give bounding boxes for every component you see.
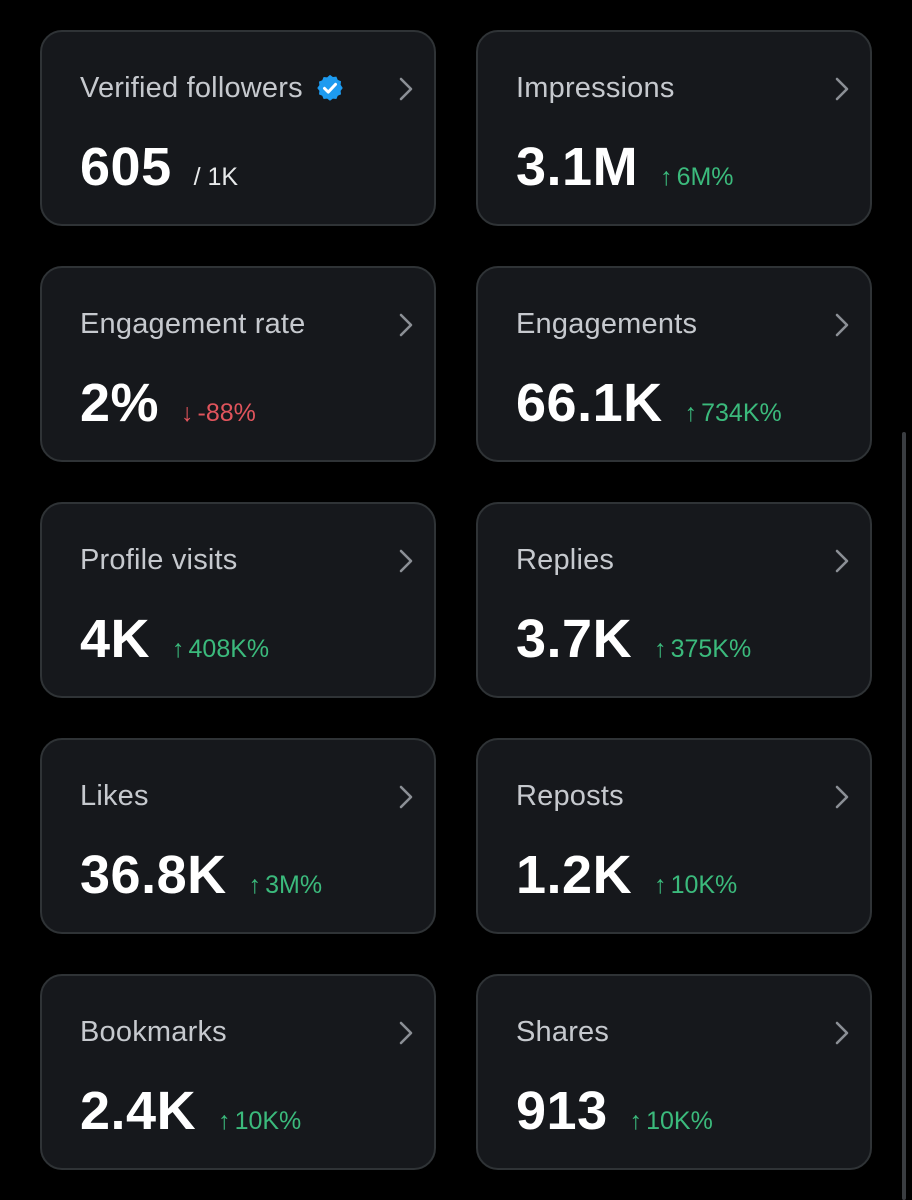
metric-label: Engagements: [516, 307, 698, 340]
metric-value: 605: [80, 137, 172, 197]
metric-card-likes[interactable]: Likes 36.8K ↑ 3M%: [40, 738, 436, 934]
metric-value-row: 4K ↑ 408K%: [80, 608, 269, 672]
metric-label-row: Impressions: [516, 68, 675, 108]
metric-label: Profile visits: [80, 543, 238, 576]
arrow-up-icon: ↑: [660, 163, 673, 191]
verified-badge-icon: [315, 73, 345, 103]
metric-card-impressions[interactable]: Impressions 3.1M ↑ 6M%: [476, 30, 872, 226]
metric-label-row: Engagements: [516, 304, 697, 344]
metric-label-row: Likes: [80, 776, 149, 816]
arrow-down-icon: ↓: [181, 399, 194, 427]
metric-value-row: 2.4K ↑ 10K%: [80, 1080, 301, 1144]
metric-value: 66.1K: [516, 373, 663, 433]
chevron-right-icon: [832, 1020, 852, 1046]
metric-label: Shares: [516, 1015, 610, 1048]
metric-value-row: 66.1K ↑ 734K%: [516, 372, 782, 436]
metric-label: Reposts: [516, 779, 624, 812]
metric-delta-value: 10K%: [646, 1107, 713, 1135]
metric-label: Replies: [516, 543, 615, 576]
metric-delta: ↑ 375K%: [654, 635, 751, 664]
metric-label-row: Replies: [516, 540, 614, 580]
arrow-up-icon: ↑: [218, 1107, 231, 1135]
metric-delta-value: 10K%: [670, 871, 738, 899]
metric-label-row: Profile visits: [80, 540, 238, 580]
metric-delta: ↑ 6M%: [660, 163, 733, 192]
metric-delta-value: 408K%: [188, 635, 270, 663]
chevron-right-icon: [396, 76, 416, 102]
metric-label: Likes: [80, 779, 149, 812]
metric-delta: ↓ -88%: [181, 399, 256, 428]
metric-label: Impressions: [516, 71, 675, 104]
metric-label-row: Shares: [516, 1012, 609, 1052]
chevron-right-icon: [832, 312, 852, 338]
chevron-right-icon: [832, 784, 852, 810]
metric-value: 4K: [80, 609, 151, 669]
metric-delta: ↑ 10K%: [654, 871, 737, 900]
metric-delta: ↑ 3M%: [249, 871, 322, 900]
metric-value: 2.4K: [80, 1081, 197, 1141]
metric-delta: ↑ 10K%: [630, 1107, 713, 1136]
arrow-up-icon: ↑: [629, 1107, 643, 1135]
chevron-right-icon: [396, 312, 416, 338]
metric-value-row: 36.8K ↑ 3M%: [80, 844, 322, 908]
metric-label-row: Bookmarks: [80, 1012, 227, 1052]
arrow-up-icon: ↑: [248, 871, 262, 899]
metric-goal: / 1K: [193, 163, 239, 191]
arrow-up-icon: ↑: [654, 635, 667, 663]
metric-delta-value: 10K%: [234, 1107, 302, 1135]
metric-label-row: Reposts: [516, 776, 624, 816]
metric-value: 2%: [80, 373, 160, 433]
metric-card-replies[interactable]: Replies 3.7K ↑ 375K%: [476, 502, 872, 698]
metric-label-row: Verified followers: [80, 68, 345, 108]
metric-value-row: 3.7K ↑ 375K%: [516, 608, 751, 672]
arrow-up-icon: ↑: [684, 399, 698, 427]
metric-value-row: 913 ↑ 10K%: [516, 1080, 713, 1144]
chevron-right-icon: [396, 1020, 416, 1046]
metric-value-row: 605 / 1K: [80, 136, 238, 200]
metric-label-row: Engagement rate: [80, 304, 305, 344]
metric-card-engagement-rate[interactable]: Engagement rate 2% ↓ -88%: [40, 266, 436, 462]
metric-delta-value: 375K%: [670, 635, 752, 663]
metric-label: Bookmarks: [80, 1015, 227, 1048]
metric-card-engagements[interactable]: Engagements 66.1K ↑ 734K%: [476, 266, 872, 462]
metric-label: Engagement rate: [80, 307, 306, 340]
scrollbar[interactable]: [902, 432, 906, 1200]
metric-card-profile-visits[interactable]: Profile visits 4K ↑ 408K%: [40, 502, 436, 698]
metric-value: 1.2K: [516, 845, 633, 905]
metric-card-reposts[interactable]: Reposts 1.2K ↑ 10K%: [476, 738, 872, 934]
metric-card-bookmarks[interactable]: Bookmarks 2.4K ↑ 10K%: [40, 974, 436, 1170]
metric-delta-value: 6M%: [676, 163, 734, 191]
chevron-right-icon: [832, 548, 852, 574]
metric-value: 3.1M: [516, 137, 639, 197]
metric-value-row: 3.1M ↑ 6M%: [516, 136, 734, 200]
metric-label: Verified followers: [80, 71, 303, 104]
metric-delta-value: 734K%: [701, 399, 782, 427]
metric-value-row: 1.2K ↑ 10K%: [516, 844, 737, 908]
arrow-up-icon: ↑: [654, 871, 667, 899]
metric-delta-value: 3M%: [265, 871, 323, 899]
metric-card-verified-followers[interactable]: Verified followers 605 / 1K: [40, 30, 436, 226]
metrics-grid: Verified followers 605 / 1K Impressions: [40, 30, 872, 1170]
metric-delta: ↑ 408K%: [172, 635, 269, 664]
chevron-right-icon: [396, 784, 416, 810]
chevron-right-icon: [832, 76, 852, 102]
arrow-up-icon: ↑: [172, 635, 185, 663]
metric-card-shares[interactable]: Shares 913 ↑ 10K%: [476, 974, 872, 1170]
chevron-right-icon: [396, 548, 416, 574]
metric-value-row: 2% ↓ -88%: [80, 372, 256, 436]
metric-value: 36.8K: [80, 845, 227, 905]
metric-delta: ↑ 734K%: [685, 399, 782, 428]
metric-delta: ↑ 10K%: [218, 1107, 301, 1136]
metric-value: 913: [516, 1081, 608, 1141]
metric-value: 3.7K: [516, 609, 633, 669]
metric-delta-value: -88%: [197, 399, 256, 427]
